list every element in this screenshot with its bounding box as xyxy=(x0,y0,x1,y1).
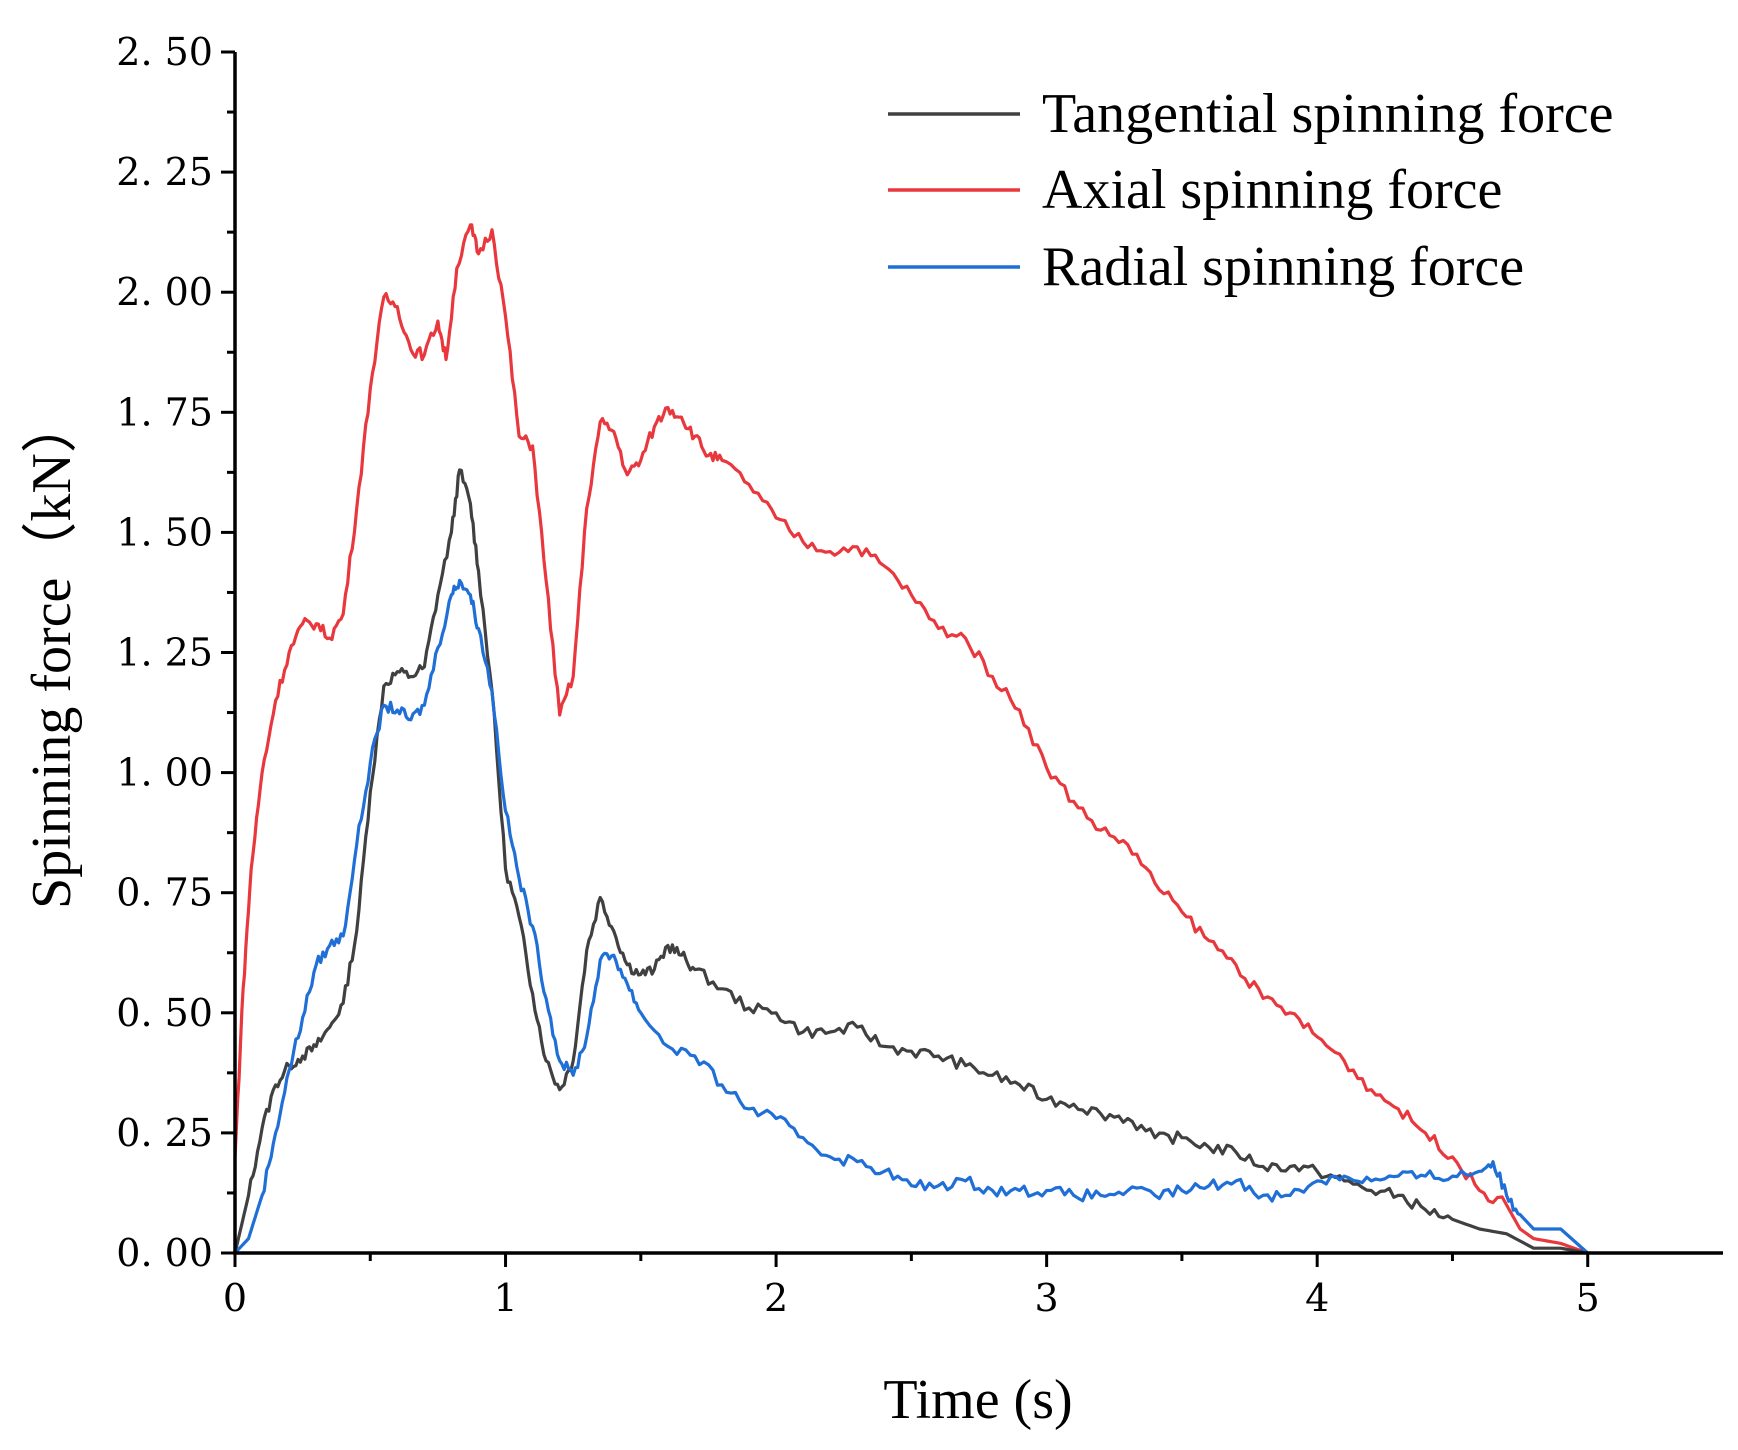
x-tick-label: 1 xyxy=(493,1276,517,1320)
series-line-1 xyxy=(233,468,1588,1255)
y-tick-label: 0. 25 xyxy=(116,1111,213,1155)
legend-label-2: Axial spinning force xyxy=(1042,159,1502,221)
x-axis-title: Time (s) xyxy=(883,1369,1072,1431)
legend-label-3: Radial spinning force xyxy=(1042,236,1524,298)
y-axis-title: Spinning force（kN） xyxy=(21,397,83,909)
series-line-2 xyxy=(233,223,1589,1255)
x-tick-label: 4 xyxy=(1305,1276,1329,1320)
x-tick-label: 3 xyxy=(1035,1276,1059,1320)
y-tick-label: 1. 50 xyxy=(116,510,213,554)
y-tick-label: 0. 50 xyxy=(116,991,213,1035)
y-tick-label: 1. 75 xyxy=(116,390,213,434)
legend-label-1: Tangential spinning force xyxy=(1042,83,1613,145)
x-tick-label: 0 xyxy=(223,1276,247,1320)
y-tick-label: 2. 50 xyxy=(116,30,213,74)
x-ticks: 0 1 2 3 4 5 xyxy=(223,1253,1600,1320)
y-tick-label: 0. 75 xyxy=(116,871,213,915)
y-tick-label: 0. 00 xyxy=(116,1231,213,1275)
y-tick-label: 2. 00 xyxy=(116,270,213,314)
x-tick-label: 5 xyxy=(1576,1276,1600,1320)
y-tick-label: 1. 25 xyxy=(116,631,213,675)
series-line-3 xyxy=(233,578,1589,1255)
x-tick-label: 2 xyxy=(764,1276,788,1320)
legend: Tangential spinning force Axial spinning … xyxy=(888,83,1613,298)
y-tick-label: 2. 25 xyxy=(116,150,213,194)
y-ticks: 0. 00 0. 25 0. 50 0. 75 1. 00 1. 25 1. 50 1. 75… xyxy=(116,30,235,1275)
series-layer xyxy=(233,223,1589,1255)
y-tick-label: 1. 00 xyxy=(116,751,213,795)
